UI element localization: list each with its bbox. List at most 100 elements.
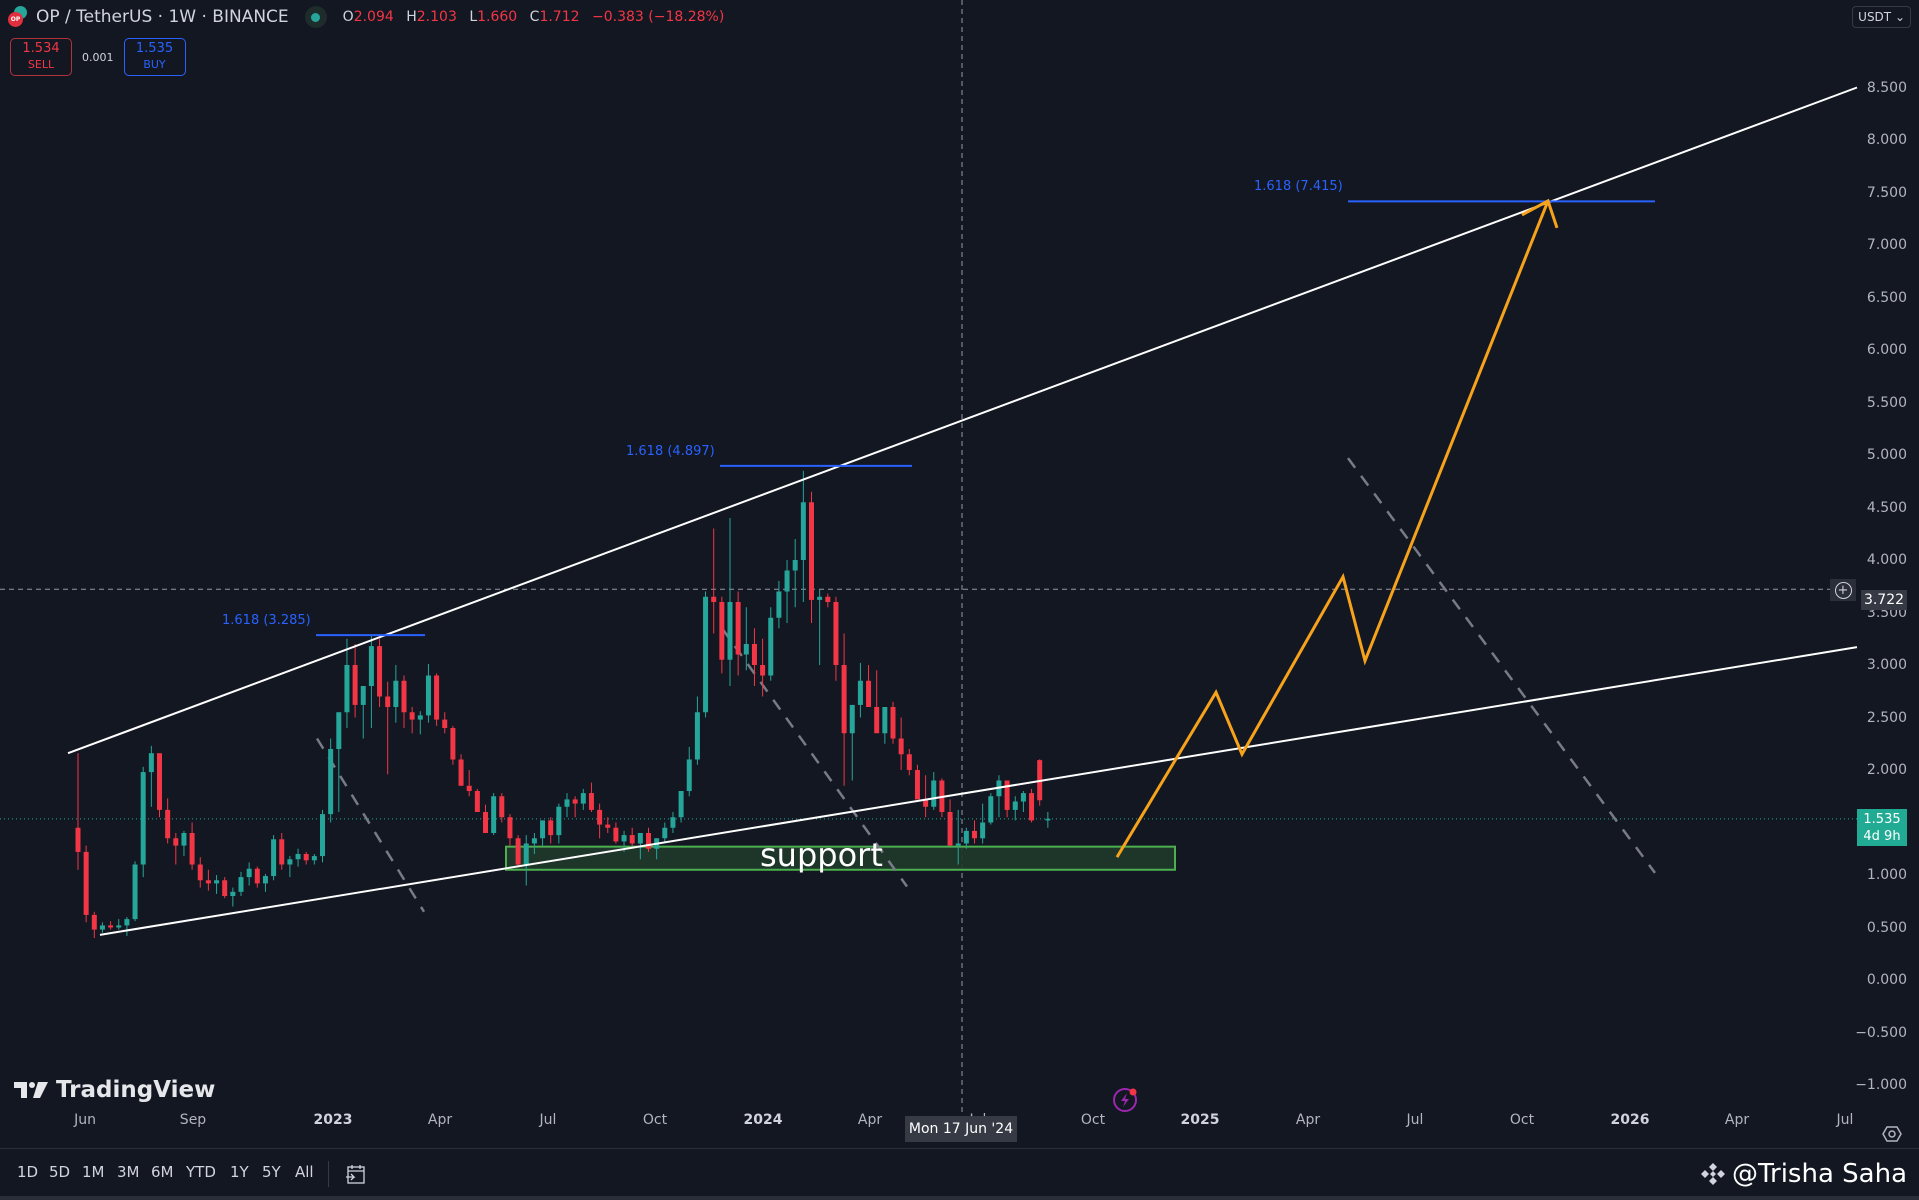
ohlc-values: O2.094 H2.103 L1.660 C1.712 −0.383 (−18.… (342, 9, 725, 25)
candle-body (882, 707, 888, 734)
go-to-date-icon[interactable] (344, 1162, 368, 1190)
range-button-1y[interactable]: 1Y (230, 1163, 249, 1181)
candle-body (205, 880, 211, 884)
candle-body (214, 880, 220, 884)
range-button-6m[interactable]: 6M (151, 1163, 174, 1181)
candle-body (458, 759, 464, 786)
candle-body (540, 820, 546, 839)
candle-body (157, 753, 162, 810)
candle-body (621, 835, 627, 842)
candle-body (116, 925, 122, 928)
time-tick: Sep (179, 1112, 207, 1128)
buy-button[interactable]: 1.535 BUY (123, 38, 186, 76)
candle-body (866, 680, 872, 707)
candle-body (222, 880, 228, 896)
dashed-guide-line (1346, 457, 1657, 874)
tradingview-logo[interactable]: TradingView (14, 1077, 215, 1103)
candle-body (474, 791, 480, 812)
candle-body (874, 707, 880, 734)
time-tick: Oct (1080, 1112, 1106, 1128)
time-tick: Oct (642, 1112, 668, 1128)
candle-body (491, 796, 497, 833)
candle-body (605, 824, 611, 828)
time-axis[interactable]: Jun Sep 2023 Apr Jul Oct 2024 Apr Jul Oct 2025 Apr J… (0, 1112, 1919, 1134)
range-button-3m[interactable]: 3M (117, 1163, 140, 1181)
candle-body (271, 839, 277, 877)
candle-body (181, 833, 187, 846)
support-zone (505, 845, 1176, 871)
candle-body (328, 749, 334, 815)
candle-body (735, 602, 741, 655)
candle-body (165, 809, 171, 839)
candle-body (173, 838, 179, 846)
price-tick: 4.000 (1866, 552, 1907, 568)
candle-body (287, 859, 293, 865)
toolbar-divider (328, 1161, 329, 1187)
candle-body (980, 822, 986, 839)
range-button-5d[interactable]: 5D (49, 1163, 71, 1181)
sell-button[interactable]: 1.534 SELL (10, 38, 72, 76)
candle-body (336, 712, 342, 749)
candle-body (857, 680, 863, 705)
candle-body (1004, 780, 1010, 810)
range-button-ytd[interactable]: YTD (186, 1163, 216, 1181)
time-tick: Jun (74, 1112, 96, 1128)
price-tick: 0.000 (1866, 972, 1907, 988)
time-tick: 2023 (313, 1112, 353, 1128)
fib-label-3: 1.618 (7.415) (1254, 179, 1343, 194)
candle-body (75, 827, 81, 852)
candle-body (727, 602, 733, 660)
time-tick: Apr (1295, 1112, 1321, 1128)
add-alert-icon[interactable]: + (1830, 579, 1856, 601)
candle-body (1029, 793, 1035, 821)
candle-body (124, 919, 130, 926)
price-tick: 0.500 (1866, 919, 1907, 936)
candle-body (548, 820, 554, 836)
tradingview-icon (14, 1082, 48, 1098)
candle-body (238, 877, 244, 892)
news-flash-icon[interactable] (1112, 1085, 1140, 1117)
range-button-1d[interactable]: 1D (17, 1163, 39, 1181)
price-tick: 5.000 (1866, 447, 1907, 463)
candle-body (662, 827, 668, 839)
last-price-label: 1.535 4d 9h (1857, 809, 1907, 846)
time-tick: 2026 (1610, 1112, 1650, 1128)
crosshair-price-label: 3.722 (1861, 590, 1907, 610)
candle-body (751, 644, 757, 665)
candle-body (768, 617, 774, 676)
candle-body (262, 876, 268, 884)
candle-body (311, 856, 317, 861)
currency-selector[interactable]: USDT ⌄ (1852, 6, 1911, 28)
time-tick: 2025 (1180, 1112, 1220, 1128)
candle-body (556, 806, 562, 836)
candle-body (507, 817, 513, 839)
time-tick: Apr (427, 1112, 453, 1128)
candle-body (83, 851, 89, 915)
candle-body (1012, 801, 1018, 810)
price-tick: 4.500 (1866, 499, 1907, 516)
candle-body (523, 843, 529, 865)
candle-body (1020, 793, 1026, 802)
symbol-title[interactable]: OP / TetherUS · 1W · BINANCE (36, 7, 289, 27)
time-tick: Jul (1406, 1112, 1424, 1128)
candle-body (442, 719, 448, 728)
price-tick: 2.500 (1866, 709, 1907, 726)
candle-body (637, 833, 643, 844)
fib-label-1: 1.618 (3.285) (222, 613, 311, 628)
time-tick: Jul (539, 1112, 557, 1128)
bottom-toolbar: 1D 5D 1M 3M 6M YTD 1Y 5Y All @Trisha Saha (0, 1148, 1919, 1200)
range-button-all[interactable]: All (295, 1163, 314, 1181)
price-tick: 6.500 (1866, 289, 1907, 306)
candle-body (988, 796, 994, 823)
candle-body (320, 814, 325, 857)
channel-trendline (67, 86, 1858, 755)
candle-body (613, 827, 619, 842)
time-tick: Apr (1724, 1112, 1750, 1128)
range-button-5y[interactable]: 5Y (262, 1163, 281, 1181)
range-button-1m[interactable]: 1M (82, 1163, 105, 1181)
chart-settings-icon[interactable] (1882, 1124, 1902, 1148)
time-tick: Apr (857, 1112, 883, 1128)
candle-body (825, 596, 831, 602)
symbol-header[interactable]: OP OP / TetherUS · 1W · BINANCE O2.094 H… (8, 6, 732, 28)
